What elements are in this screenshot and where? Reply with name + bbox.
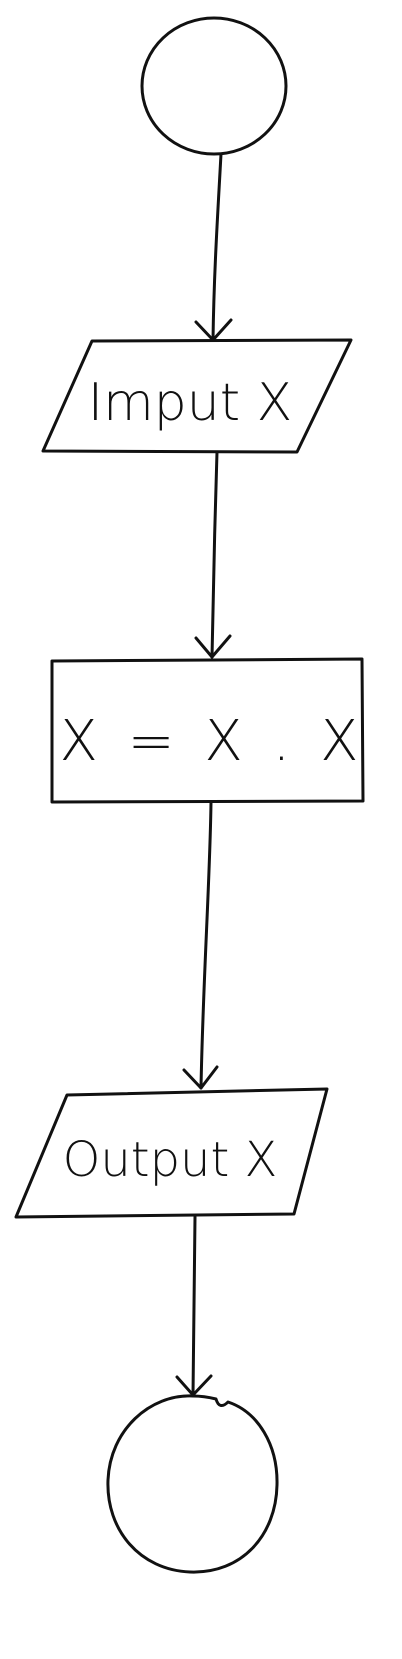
output-node	[14, 1087, 329, 1219]
arrowhead-output	[182, 1065, 219, 1090]
end-node	[106, 1394, 279, 1574]
process-node	[50, 657, 365, 804]
input-node-label: Imput X	[88, 373, 293, 433]
edge-start-to-input	[211, 152, 223, 342]
edge-output-to-end	[191, 1215, 197, 1397]
input-node	[41, 338, 353, 454]
edge-input-to-process	[210, 450, 219, 659]
start-node	[140, 16, 288, 156]
output-node-label: Output X	[63, 1132, 278, 1188]
process-node-label: X = X . X	[59, 709, 364, 774]
edge-process-to-output	[199, 800, 213, 1090]
arrowhead-process	[194, 634, 232, 659]
